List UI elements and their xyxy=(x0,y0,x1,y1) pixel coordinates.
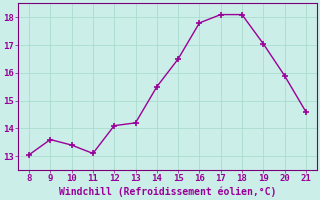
X-axis label: Windchill (Refroidissement éolien,°C): Windchill (Refroidissement éolien,°C) xyxy=(59,186,276,197)
